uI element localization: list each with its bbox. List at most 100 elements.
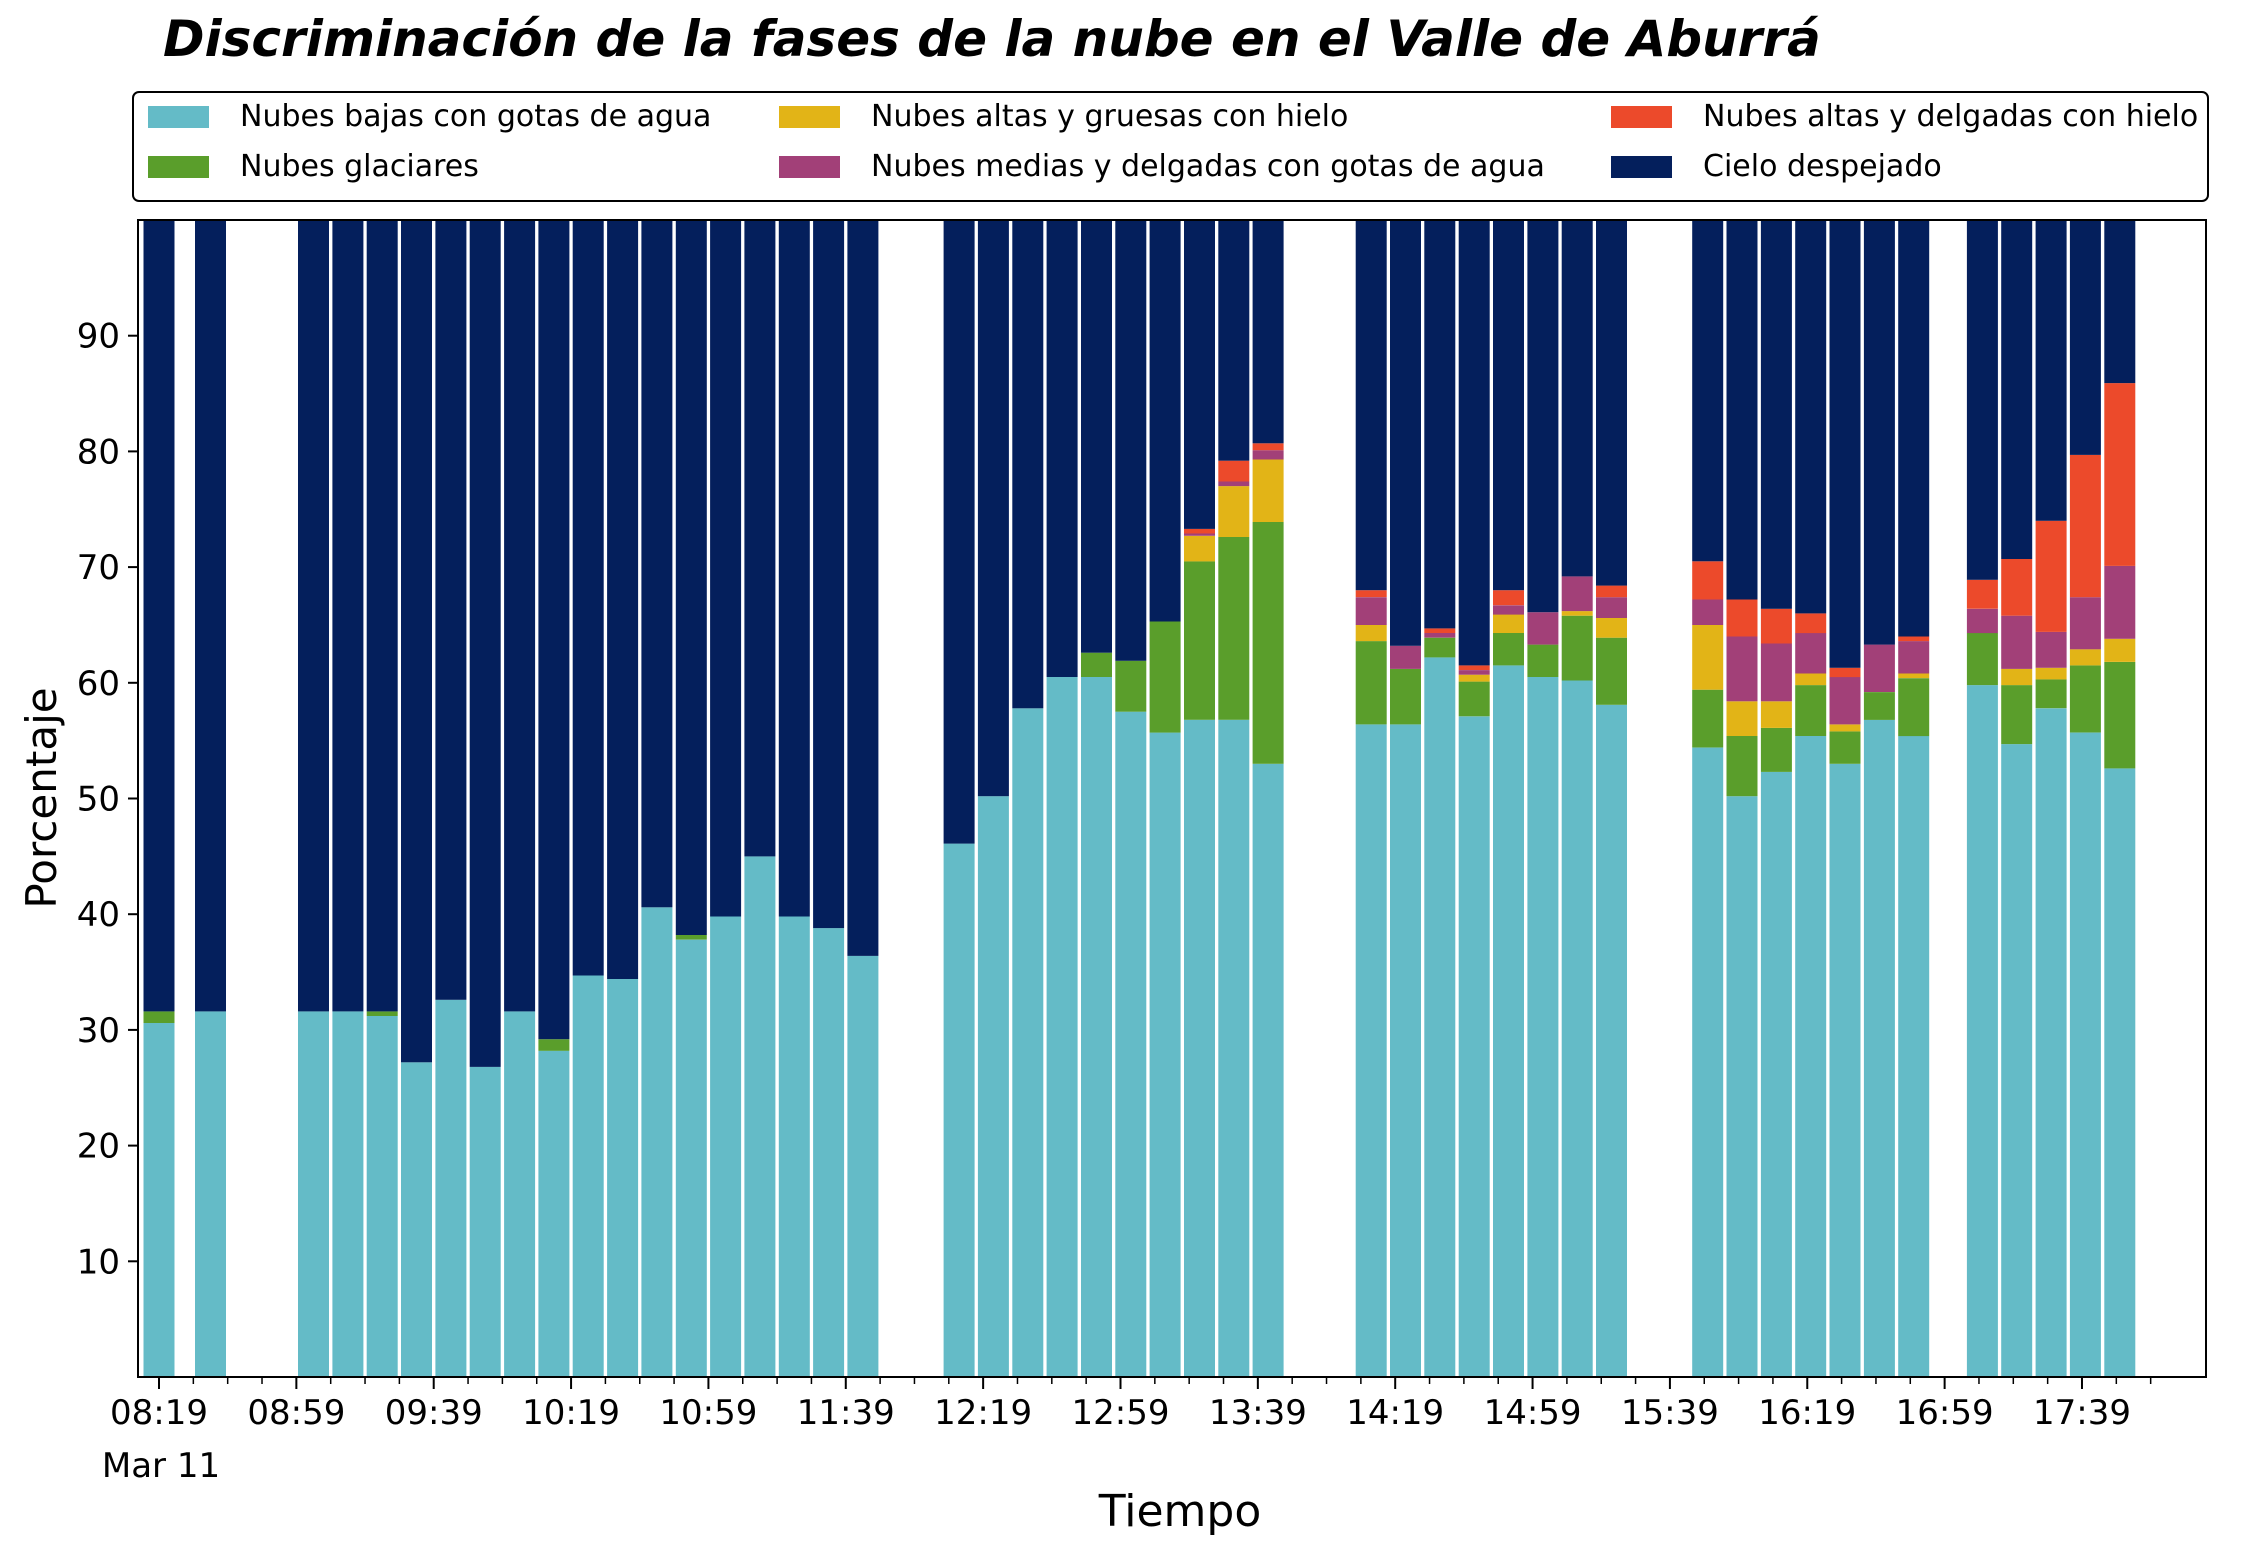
bar-segment-35-series-2: [1527, 644, 1559, 677]
bar-segment-24-series-2: [1081, 652, 1112, 677]
bar-segment-20-series-6: [943, 220, 975, 844]
legend-label-series-5: Nubes altas y delgadas con hielo: [1703, 99, 2198, 134]
bar-segment-8-series-6: [469, 220, 501, 1067]
bar-segment-48-series-6: [2069, 220, 2101, 455]
bar-segment-36-series-4: [1561, 576, 1593, 612]
bar-segment-40-series-5: [1760, 608, 1792, 644]
bar-segment-31-series-1: [1390, 724, 1421, 1377]
bar-segment-36-series-1: [1561, 680, 1593, 1377]
bar-segment-27-series-2: [1184, 561, 1215, 720]
bar-segment-46-series-4: [2001, 615, 2033, 669]
bar-segment-19-series-6: [847, 220, 879, 956]
bar-segment-33-series-6: [1458, 220, 1490, 666]
bar-segment-38-series-5: [1692, 561, 1724, 600]
y-tick-label: 30: [77, 1011, 120, 1051]
y-tick-label: 20: [77, 1127, 120, 1167]
bar-segment-29-series-3: [1252, 459, 1284, 522]
bar-segment-14-series-6: [675, 220, 707, 935]
x-tick-label: 13:39: [1209, 1393, 1307, 1433]
bar-segment-29-series-4: [1252, 450, 1284, 460]
bar-segment-17-series-6: [778, 220, 810, 917]
bar-segment-42-series-2: [1829, 731, 1861, 764]
bar-segment-26-series-6: [1149, 220, 1181, 622]
y-tick-label: 60: [77, 664, 120, 704]
x-tick-label: 11:39: [797, 1393, 895, 1433]
bar-segment-7-series-6: [435, 220, 467, 1000]
bar-segment-40-series-6: [1760, 220, 1792, 609]
bar-segment-45-series-5: [1966, 579, 1998, 609]
bar-segment-38-series-6: [1692, 220, 1724, 562]
bar-segment-22-series-6: [1012, 220, 1044, 709]
bar-segment-40-series-4: [1760, 643, 1792, 702]
bar-segment-28-series-4: [1218, 481, 1250, 487]
bar-segment-24-series-6: [1081, 220, 1112, 653]
bar-segment-28-series-1: [1218, 719, 1250, 1377]
bar-segment-48-series-1: [2069, 732, 2101, 1377]
bar-segment-33-series-2: [1458, 681, 1490, 717]
bar-segment-37-series-4: [1596, 597, 1627, 618]
bar-segment-13-series-1: [641, 907, 673, 1377]
bar-segment-43-series-4: [1863, 644, 1895, 692]
bar-segment-28-series-3: [1218, 486, 1250, 537]
bar-segment-12-series-1: [607, 979, 639, 1377]
bar-segment-2-series-1: [195, 1011, 226, 1377]
bar-segment-42-series-3: [1829, 724, 1861, 732]
bar-segment-36-series-3: [1561, 611, 1593, 616]
x-tick-label: 10:59: [659, 1393, 757, 1433]
bar-segment-21-series-6: [977, 220, 1009, 797]
bar-segment-47-series-3: [2035, 667, 2067, 680]
bar-segment-20-series-1: [943, 843, 975, 1377]
bar-segment-47-series-5: [2035, 520, 2067, 632]
bar-segment-49-series-1: [2104, 768, 2136, 1377]
bar-segment-30-series-6: [1355, 220, 1387, 591]
bar-segment-47-series-6: [2035, 220, 2067, 521]
bar-segment-23-series-1: [1046, 677, 1078, 1377]
bar-segment-10-series-6: [538, 220, 570, 1040]
bar-segment-30-series-3: [1355, 624, 1387, 642]
bar-segment-32-series-5: [1424, 628, 1456, 633]
bar-segment-39-series-1: [1726, 796, 1758, 1377]
bar-segment-29-series-6: [1252, 220, 1284, 444]
bar-segment-39-series-2: [1726, 736, 1758, 797]
bar-segment-32-series-4: [1424, 633, 1456, 638]
bar-segment-32-series-6: [1424, 220, 1456, 629]
bar-segment-33-series-1: [1458, 716, 1490, 1377]
x-tick-label: 15:39: [1621, 1393, 1719, 1433]
bar-segment-5-series-1: [366, 1016, 398, 1377]
bar-segment-41-series-6: [1795, 220, 1827, 614]
bar-segment-34-series-6: [1493, 220, 1524, 591]
bar-segment-37-series-3: [1596, 618, 1627, 638]
legend-label-series-1: Nubes bajas con gotas de agua: [240, 99, 711, 134]
bar-segment-48-series-5: [2069, 454, 2101, 598]
y-tick-label: 50: [77, 780, 120, 820]
bar-segment-45-series-4: [1966, 608, 1998, 634]
x-tick-label: 17:39: [2033, 1393, 2131, 1433]
bar-segment-37-series-1: [1596, 704, 1627, 1377]
bar-segment-41-series-1: [1795, 736, 1827, 1377]
legend-label-series-6: Cielo despejado: [1703, 149, 1942, 184]
x-tick-label: 16:59: [1896, 1393, 1994, 1433]
bar-segment-46-series-5: [2001, 559, 2033, 616]
bar-segment-41-series-3: [1795, 673, 1827, 686]
bar-segment-5-series-6: [366, 220, 398, 1012]
bar-segment-38-series-2: [1692, 689, 1724, 748]
bar-segment-46-series-2: [2001, 685, 2033, 745]
y-tick-label: 80: [77, 432, 120, 472]
legend-label-series-4: Nubes medias y delgadas con gotas de agu…: [871, 149, 1545, 184]
bar-segment-31-series-4: [1390, 645, 1421, 669]
bar-segment-34-series-2: [1493, 633, 1524, 666]
y-tick-label: 40: [77, 895, 120, 935]
x-tick-label: 08:59: [247, 1393, 345, 1433]
bar-segment-26-series-1: [1149, 732, 1181, 1377]
bar-segment-27-series-3: [1184, 535, 1215, 562]
bar-segment-40-series-2: [1760, 727, 1792, 772]
x-tick-label: 09:39: [385, 1393, 483, 1433]
bar-segment-47-series-4: [2035, 631, 2067, 668]
bar-segment-1-series-2: [143, 1011, 175, 1023]
bar-segment-27-series-5: [1184, 528, 1215, 534]
bar-segment-28-series-5: [1218, 460, 1250, 482]
bar-segment-47-series-2: [2035, 679, 2067, 709]
bar-segment-16-series-1: [744, 856, 776, 1377]
bar-segment-33-series-5: [1458, 665, 1490, 670]
bar-segment-35-series-6: [1527, 220, 1559, 613]
